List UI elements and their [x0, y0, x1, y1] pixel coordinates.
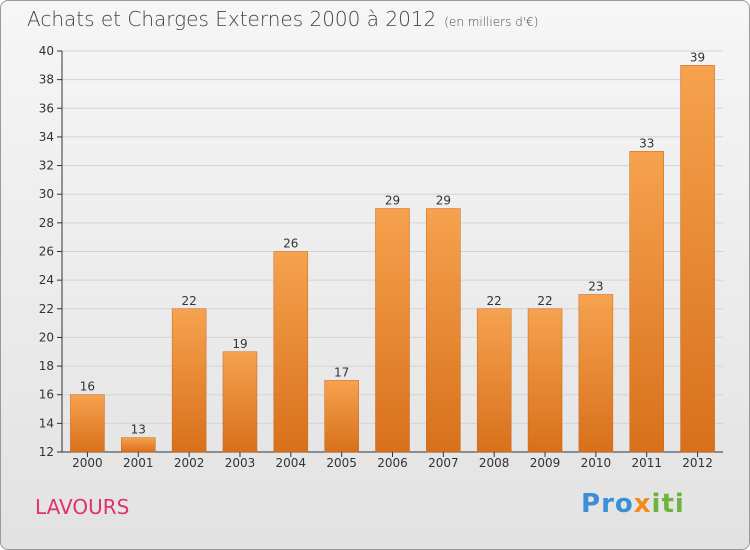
bar [324, 380, 359, 453]
x-tick-label: 2002 [174, 456, 205, 470]
logo-letter: x [633, 489, 652, 519]
logo-letter: r [601, 489, 615, 519]
bar [578, 294, 614, 453]
x-tick-label: 2000 [72, 456, 103, 470]
bar [70, 394, 105, 453]
y-tick-label: 36 [39, 101, 54, 115]
bar-value-label: 29 [436, 194, 451, 208]
y-tick-label: 34 [39, 130, 54, 144]
y-tick-label: 20 [39, 330, 54, 344]
bar-value-label: 17 [334, 365, 349, 379]
logo-letter: t [661, 489, 675, 519]
y-tick-label: 30 [39, 187, 54, 201]
x-tick-label: 2010 [581, 456, 612, 470]
x-tick-label: 2012 [682, 456, 713, 470]
y-tick-label: 24 [39, 273, 54, 287]
y-tick-label: 32 [39, 159, 54, 173]
bar-value-label: 19 [232, 337, 247, 351]
bar-value-label: 22 [537, 294, 552, 308]
bar [629, 151, 664, 453]
chart-title-text: Achats et Charges Externes 2000 à 2012 [27, 7, 437, 31]
bar [375, 208, 410, 453]
x-tick-label: 2008 [479, 456, 510, 470]
bar [527, 308, 563, 453]
bar [476, 308, 512, 453]
x-tick-label: 2007 [428, 456, 459, 470]
bar-value-label: 16 [80, 380, 95, 394]
bar [273, 251, 309, 453]
y-tick-label: 40 [39, 44, 54, 58]
bar-value-label: 29 [385, 194, 400, 208]
y-tick-label: 12 [39, 445, 54, 459]
chart-title: Achats et Charges Externes 2000 à 2012 (e… [27, 7, 538, 31]
bar-value-label: 13 [131, 423, 146, 437]
x-tick-label: 2001 [123, 456, 154, 470]
y-tick-label: 26 [39, 245, 54, 259]
x-tick-label: 2003 [225, 456, 256, 470]
x-tick-label: 2005 [326, 456, 357, 470]
x-tick-label: 2011 [631, 456, 662, 470]
bar [121, 437, 156, 453]
logo-letter: i [651, 489, 662, 519]
y-tick-label: 16 [39, 388, 54, 402]
chart-subtitle: (en milliers d'€) [444, 15, 539, 29]
y-tick-label: 14 [39, 416, 54, 430]
y-tick-label: 22 [39, 302, 54, 316]
bar [171, 308, 207, 453]
bar-value-label: 26 [283, 237, 298, 251]
bar-value-label: 22 [487, 294, 502, 308]
proxiti-logo[interactable]: Proxiti [581, 489, 685, 519]
bar [222, 351, 258, 453]
x-tick-label: 2004 [276, 456, 307, 470]
bar-value-label: 33 [639, 136, 654, 150]
bar [426, 208, 461, 453]
bar [680, 65, 715, 453]
x-tick-label: 2006 [377, 456, 408, 470]
y-tick-label: 18 [39, 359, 54, 373]
x-tick-label: 2009 [530, 456, 561, 470]
logo-letter: P [581, 489, 602, 519]
bar-value-label: 23 [588, 279, 603, 293]
logo-letter: o [614, 489, 634, 519]
y-tick-label: 38 [39, 73, 54, 87]
logo-letter: i [674, 489, 685, 519]
bar-value-label: 22 [181, 294, 196, 308]
bar-value-label: 39 [690, 50, 705, 64]
y-tick-label: 28 [39, 216, 54, 230]
commune-label: LAVOURS [35, 495, 130, 519]
